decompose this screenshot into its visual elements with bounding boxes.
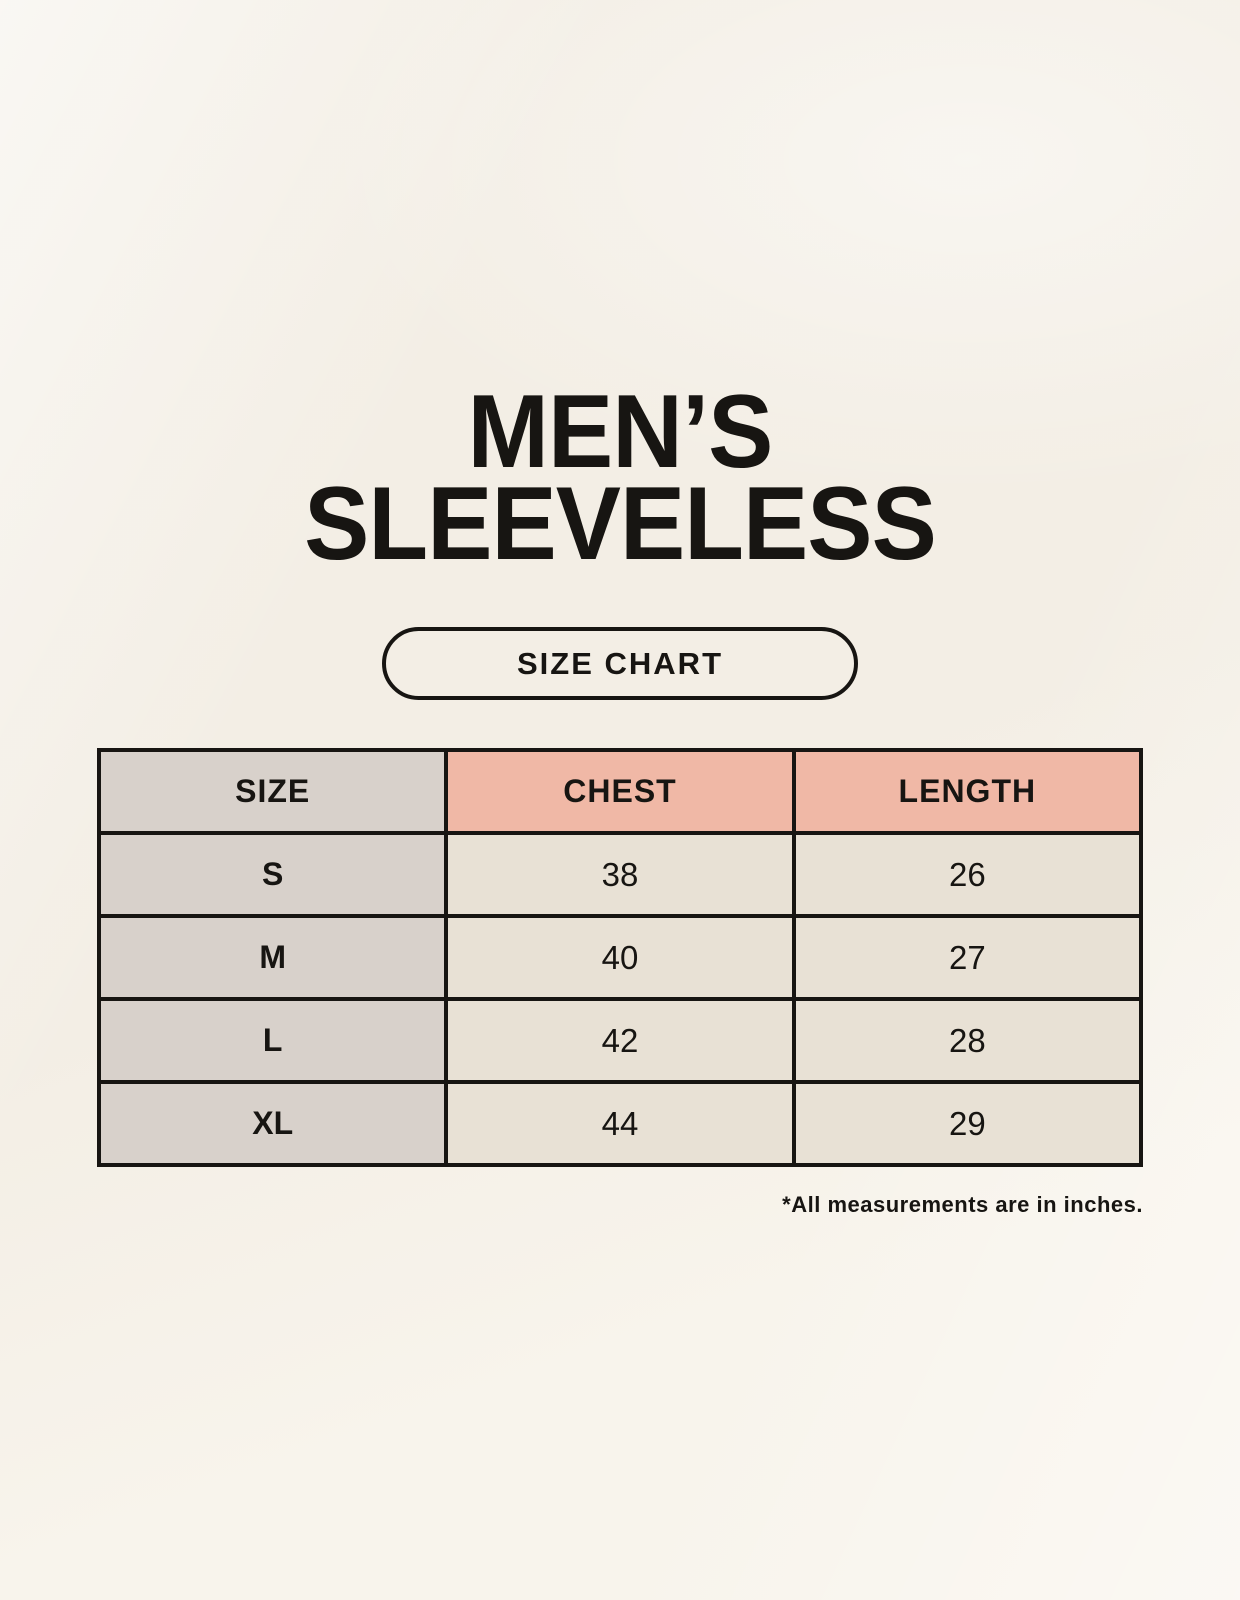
measurements-footnote: *All measurements are in inches. <box>782 1192 1143 1217</box>
title-line-2: SLEEVELESS <box>304 466 937 582</box>
chest-cell: 40 <box>444 914 796 1001</box>
size-table: SIZE CHEST LENGTH S 38 26 M 40 27 L 42 2… <box>96 748 1144 1167</box>
chest-cell: 42 <box>444 997 796 1084</box>
length-cell: 26 <box>791 831 1144 918</box>
chest-cell: 44 <box>444 1080 796 1167</box>
size-table-body: S 38 26 M 40 27 L 42 28 XL 44 29 <box>96 831 1144 1167</box>
size-table-header: SIZE CHEST LENGTH <box>96 748 1144 835</box>
table-row: M 40 27 <box>96 914 1144 1001</box>
size-cell: M <box>96 914 449 1001</box>
column-header-size: SIZE <box>96 748 449 835</box>
length-cell: 27 <box>791 914 1144 1001</box>
table-row: L 42 28 <box>96 997 1144 1084</box>
column-header-chest: CHEST <box>444 748 796 835</box>
header-row: SIZE CHEST LENGTH <box>96 748 1144 835</box>
length-cell: 28 <box>791 997 1144 1084</box>
size-cell: XL <box>96 1080 449 1167</box>
size-cell: S <box>96 831 449 918</box>
column-header-length: LENGTH <box>791 748 1144 835</box>
length-cell: 29 <box>791 1080 1144 1167</box>
page-title: MEN’S SLEEVELESS <box>37 374 1203 582</box>
size-cell: L <box>96 997 449 1084</box>
table-row: XL 44 29 <box>96 1080 1144 1167</box>
table-row: S 38 26 <box>96 831 1144 918</box>
chest-cell: 38 <box>444 831 796 918</box>
title-line-1: MEN’S <box>467 374 774 490</box>
size-chart-button[interactable]: SIZE CHART <box>382 627 858 700</box>
